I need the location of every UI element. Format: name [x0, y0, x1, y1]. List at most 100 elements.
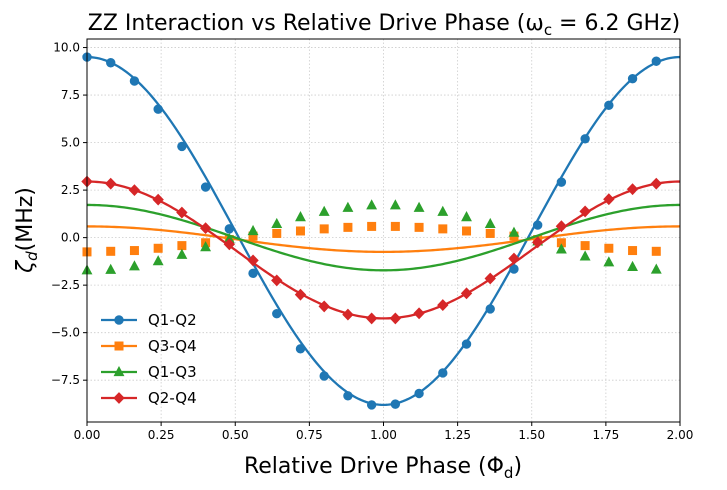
- data-point-q1-q3: [437, 205, 449, 216]
- data-point-q3-q4: [343, 222, 353, 232]
- series-layer: [81, 52, 681, 410]
- x-tick-label: 0.75: [296, 428, 323, 442]
- y-tick-label: −7.5: [51, 373, 80, 387]
- series-line-q1-q3: [86, 203, 681, 272]
- data-point-q1-q3: [484, 217, 496, 229]
- data-point-q1-q3: [247, 224, 259, 236]
- data-point-q1-q2: [153, 104, 163, 114]
- legend-marker: [113, 365, 125, 377]
- y-tick-label: −5.0: [51, 326, 80, 340]
- y-tick-label: 7.5: [61, 88, 80, 102]
- data-point-q2-q4: [271, 274, 283, 287]
- data-point-q1-q2: [129, 76, 140, 86]
- legend-label: Q3-Q4: [148, 337, 197, 355]
- data-point-q1-q2: [485, 304, 495, 314]
- data-point-q1-q2: [580, 134, 590, 144]
- data-point-q1-q2: [272, 308, 282, 319]
- data-point-q2-q4: [342, 308, 354, 321]
- y-tick-label: 10.0: [53, 41, 80, 55]
- data-point-q2-q4: [365, 312, 378, 325]
- data-point-q1-q2: [106, 58, 116, 68]
- data-point-q1-q2: [461, 339, 472, 349]
- data-point-q2-q4: [579, 205, 591, 218]
- data-point-q3-q4: [390, 221, 400, 231]
- data-point-q1-q3: [366, 199, 378, 210]
- data-point-q2-q4: [152, 193, 164, 206]
- data-point-q2-q4: [603, 193, 615, 206]
- data-point-q3-q4: [438, 224, 448, 234]
- data-point-q1-q3: [200, 241, 212, 252]
- data-point-q1-q2: [532, 220, 543, 230]
- series-q3-q4: [82, 221, 681, 257]
- legend-item-q1-q2: Q1-Q2: [101, 311, 197, 329]
- y-axis-label: ζd(MHz): [13, 187, 41, 274]
- x-tick-label: 1.75: [593, 428, 620, 442]
- data-point-q1-q3: [650, 263, 662, 274]
- ticks: 0.00 0.25 0.50 0.75 1.00 1.25 1.50 1.75 2.00 10.0…: [51, 41, 694, 442]
- data-point-q1-q2: [556, 177, 567, 187]
- data-point-q2-q4: [555, 220, 568, 233]
- data-point-q3-q4: [272, 228, 282, 238]
- data-point-q3-q4: [319, 224, 329, 234]
- legend-label: Q2-Q4: [148, 389, 197, 407]
- x-tick-label: 1.25: [444, 428, 471, 442]
- data-point-q1-q2: [177, 141, 187, 152]
- data-point-q1-q3: [105, 263, 117, 274]
- data-point-q2-q4: [437, 299, 449, 312]
- x-axis-label: Relative Drive Phase (Φd): [244, 454, 522, 482]
- data-point-q3-q4: [651, 246, 661, 256]
- data-point-q2-q4: [484, 272, 496, 285]
- data-point-q3-q4: [462, 226, 472, 236]
- data-point-q1-q2: [343, 391, 353, 401]
- data-point-q1-q3: [129, 260, 140, 271]
- series-q2-q4: [81, 175, 681, 325]
- data-point-q1-q3: [555, 243, 567, 254]
- data-point-q1-q2: [414, 388, 424, 399]
- y-tick-label: 5.0: [61, 136, 80, 150]
- data-point-q1-q2: [509, 264, 519, 274]
- data-point-q2-q4: [318, 300, 330, 313]
- legend-item-q1-q3: Q1-Q3: [101, 363, 197, 381]
- data-point-q2-q4: [650, 177, 662, 190]
- data-point-q2-q4: [199, 222, 212, 235]
- data-point-q2-q4: [413, 307, 425, 320]
- data-point-q2-q4: [460, 287, 473, 300]
- data-point-q1-q2: [390, 399, 401, 409]
- data-point-q1-q3: [627, 260, 638, 271]
- data-point-q3-q4: [106, 246, 116, 256]
- legend-marker: [114, 341, 124, 351]
- x-tick-label: 0.25: [148, 428, 175, 442]
- data-point-q2-q4: [531, 236, 544, 249]
- y-tick-label: −2.5: [51, 278, 80, 292]
- data-point-q1-q2: [651, 56, 661, 66]
- legend-label: Q1-Q3: [148, 363, 197, 381]
- data-point-q2-q4: [176, 206, 188, 219]
- series-q1-q3: [81, 199, 681, 275]
- x-tick-label: 1.50: [518, 428, 545, 442]
- x-tick-label: 1.00: [370, 428, 397, 442]
- data-point-q2-q4: [105, 177, 117, 190]
- chart-title: ZZ Interaction vs Relative Drive Phase (…: [88, 11, 680, 39]
- x-tick-label: 0.00: [74, 428, 101, 442]
- y-tick-label: 0.0: [61, 231, 80, 245]
- data-point-q1-q3: [342, 201, 354, 212]
- data-point-q1-q3: [152, 255, 164, 266]
- data-point-q1-q3: [295, 211, 306, 222]
- data-point-q1-q2: [248, 268, 258, 279]
- data-point-q1-q3: [508, 226, 520, 237]
- series-line-q3-q4: [86, 225, 681, 254]
- data-point-q3-q4: [485, 228, 495, 238]
- legend-item-q3-q4: Q3-Q4: [101, 337, 197, 355]
- data-point-q1-q2: [295, 344, 306, 354]
- legend-marker: [113, 392, 125, 404]
- legend-item-q2-q4: Q2-Q4: [101, 389, 197, 407]
- series-line-q2-q4: [86, 180, 681, 320]
- data-point-q2-q4: [294, 288, 307, 301]
- data-point-q3-q4: [129, 246, 139, 256]
- data-point-q1-q2: [224, 224, 235, 234]
- data-point-q2-q4: [508, 252, 520, 265]
- data-point-q1-q2: [438, 368, 448, 378]
- data-point-q3-q4: [153, 243, 163, 253]
